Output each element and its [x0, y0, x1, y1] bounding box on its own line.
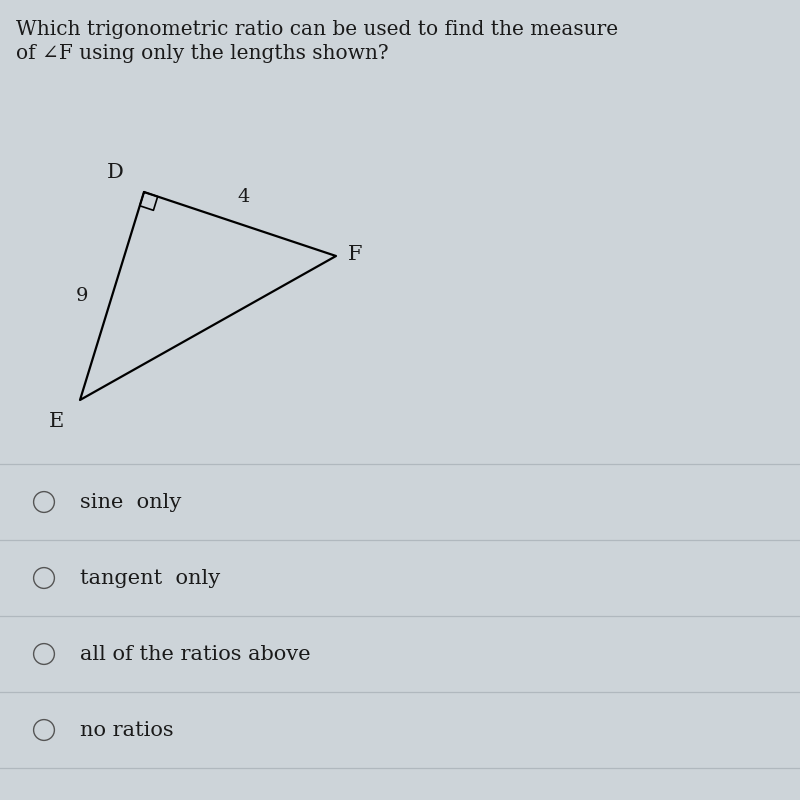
Text: Which trigonometric ratio can be used to find the measure: Which trigonometric ratio can be used to…	[16, 20, 618, 39]
Text: D: D	[107, 163, 124, 182]
Text: tangent  only: tangent only	[80, 569, 220, 587]
Text: 9: 9	[75, 287, 88, 305]
Text: sine  only: sine only	[80, 493, 182, 511]
Text: E: E	[49, 412, 64, 431]
Text: of ∠F using only the lengths shown?: of ∠F using only the lengths shown?	[16, 44, 389, 63]
Text: F: F	[348, 245, 362, 264]
Text: 4: 4	[238, 188, 250, 206]
Text: all of the ratios above: all of the ratios above	[80, 645, 310, 663]
Text: no ratios: no ratios	[80, 721, 174, 739]
